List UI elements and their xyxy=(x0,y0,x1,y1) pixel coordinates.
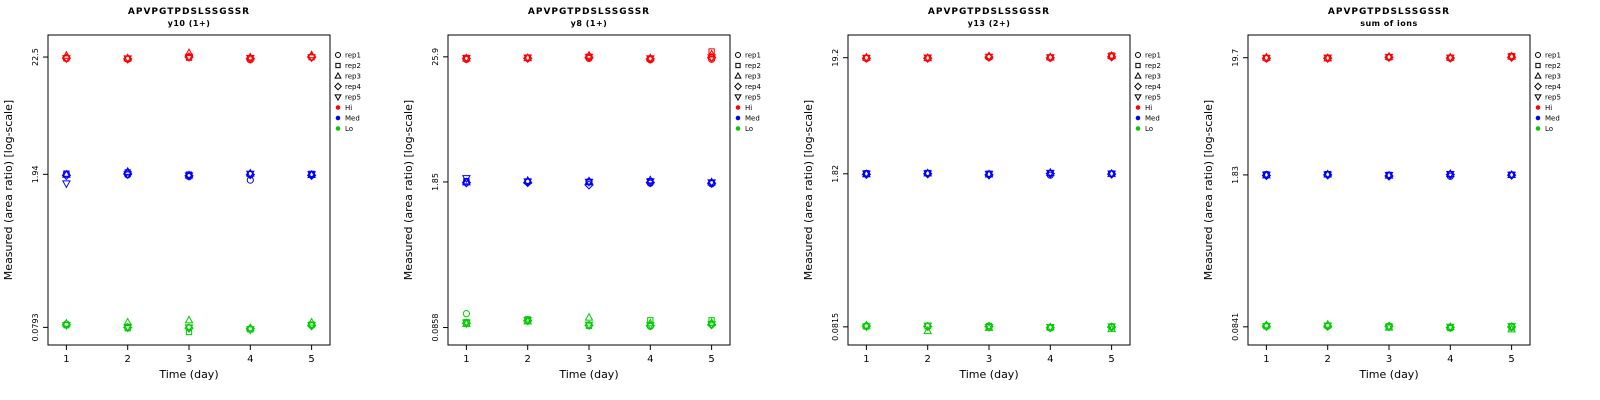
svg-text:5: 5 xyxy=(1108,354,1114,365)
svg-text:4: 4 xyxy=(1447,354,1453,365)
peptide-title: APVPGTPDSLSSGSSR xyxy=(527,7,651,17)
svg-text:19.7: 19.7 xyxy=(1231,49,1240,67)
svg-text:rep2: rep2 xyxy=(1145,62,1161,70)
svg-text:5: 5 xyxy=(708,354,714,365)
fragment-subtitle: y13 (2+) xyxy=(967,19,1011,28)
svg-text:2: 2 xyxy=(125,354,131,365)
fragment-subtitle: y10 (1+) xyxy=(167,19,211,28)
svg-text:5: 5 xyxy=(1508,354,1514,365)
panel-y8: APVPGTPDSLSSGSSR y8 (1+) 1 2 3 4 5 25.9 1.85 0.… xyxy=(400,0,800,400)
fragment-subtitle: y8 (1+) xyxy=(570,19,608,28)
svg-text:rep5: rep5 xyxy=(345,94,361,102)
svg-text:25.9: 25.9 xyxy=(431,48,440,66)
svg-text:3: 3 xyxy=(986,354,992,365)
peptide-title: APVPGTPDSLSSGSSR xyxy=(927,7,1051,17)
svg-text:Time (day): Time (day) xyxy=(558,368,618,381)
svg-text:rep4: rep4 xyxy=(1545,83,1561,91)
svg-text:Lo: Lo xyxy=(745,125,753,133)
svg-text:1.83: 1.83 xyxy=(1231,166,1240,184)
svg-text:Measured (area ratio) [log-sca: Measured (area ratio) [log-scale] xyxy=(802,100,815,280)
svg-text:0.0815: 0.0815 xyxy=(831,313,840,341)
panel-y10: APVPGTPDSLSSGSSR y10 (1+) 1 2 3 4 5 22.5 1.94 0… xyxy=(0,0,400,400)
svg-text:2: 2 xyxy=(1325,354,1331,365)
svg-text:Hi: Hi xyxy=(1545,104,1552,112)
svg-text:Time (day): Time (day) xyxy=(158,368,218,381)
svg-text:rep2: rep2 xyxy=(745,62,761,70)
panel-sum-of-ions: APVPGTPDSLSSGSSR sum of ions 1 2 3 4 5 19.7 1.… xyxy=(1200,0,1600,400)
svg-text:rep4: rep4 xyxy=(345,83,361,91)
svg-text:1: 1 xyxy=(463,354,469,365)
svg-text:Measured (area ratio) [log-sca: Measured (area ratio) [log-scale] xyxy=(1202,100,1215,280)
svg-text:3: 3 xyxy=(586,354,592,365)
svg-text:Hi: Hi xyxy=(345,104,352,112)
svg-text:4: 4 xyxy=(1047,354,1053,365)
svg-text:rep5: rep5 xyxy=(1545,94,1561,102)
svg-text:rep2: rep2 xyxy=(1545,62,1561,70)
svg-text:1.85: 1.85 xyxy=(431,173,440,191)
plot-area-y8: 1 2 3 4 5 25.9 1.85 0.0858 Time (day) Measured (a… xyxy=(402,34,761,381)
svg-text:2: 2 xyxy=(525,354,531,365)
svg-text:1: 1 xyxy=(1263,354,1269,365)
svg-text:Med: Med xyxy=(345,115,360,123)
svg-text:rep1: rep1 xyxy=(345,52,361,60)
svg-text:Lo: Lo xyxy=(1545,125,1553,133)
peptide-title: APVPGTPDSLSSGSSR xyxy=(127,7,251,17)
svg-text:Med: Med xyxy=(1145,115,1160,123)
svg-text:Time (day): Time (day) xyxy=(1358,368,1418,381)
svg-text:Measured (area ratio) [log-sca: Measured (area ratio) [log-scale] xyxy=(2,100,15,280)
svg-text:rep1: rep1 xyxy=(1145,52,1161,60)
panel-y13: APVPGTPDSLSSGSSR y13 (2+) 1 2 3 4 5 19.2 1.82 0… xyxy=(800,0,1200,400)
plot-area-y13: 1 2 3 4 5 19.2 1.82 0.0815 Time (day) Measured (a… xyxy=(802,34,1161,381)
svg-text:rep2: rep2 xyxy=(345,62,361,70)
svg-text:Lo: Lo xyxy=(345,125,353,133)
svg-text:rep1: rep1 xyxy=(1545,52,1561,60)
plot-area-y10: 1 2 3 4 5 22.5 1.94 0.0793 Time (day) Measured (a… xyxy=(2,34,361,381)
svg-text:4: 4 xyxy=(647,354,653,365)
svg-text:4: 4 xyxy=(247,354,253,365)
svg-text:3: 3 xyxy=(186,354,192,365)
svg-text:rep5: rep5 xyxy=(745,94,761,102)
svg-text:Med: Med xyxy=(1545,115,1560,123)
svg-text:Time (day): Time (day) xyxy=(958,368,1018,381)
svg-text:0.0858: 0.0858 xyxy=(431,314,440,342)
svg-text:1: 1 xyxy=(63,354,69,365)
svg-text:0.0793: 0.0793 xyxy=(31,313,40,341)
svg-text:Lo: Lo xyxy=(1145,125,1153,133)
svg-text:1: 1 xyxy=(863,354,869,365)
svg-text:19.2: 19.2 xyxy=(831,49,840,67)
svg-text:Measured (area ratio) [log-sca: Measured (area ratio) [log-scale] xyxy=(402,100,415,280)
svg-text:1.94: 1.94 xyxy=(31,165,40,183)
fragment-subtitle: sum of ions xyxy=(1360,19,1418,28)
svg-text:Med: Med xyxy=(745,115,760,123)
svg-text:1.82: 1.82 xyxy=(831,165,840,183)
svg-text:Hi: Hi xyxy=(745,104,752,112)
svg-text:0.0841: 0.0841 xyxy=(1231,313,1240,341)
svg-text:3: 3 xyxy=(1386,354,1392,365)
svg-text:Hi: Hi xyxy=(1145,104,1152,112)
svg-text:rep4: rep4 xyxy=(745,83,761,91)
svg-text:2: 2 xyxy=(925,354,931,365)
svg-text:rep3: rep3 xyxy=(1545,73,1561,81)
svg-text:rep3: rep3 xyxy=(1145,73,1161,81)
plot-area-sum: 1 2 3 4 5 19.7 1.83 0.0841 Time (day) Measured (a… xyxy=(1202,34,1561,381)
svg-text:rep1: rep1 xyxy=(745,52,761,60)
svg-text:rep4: rep4 xyxy=(1145,83,1161,91)
svg-text:22.5: 22.5 xyxy=(31,48,40,66)
svg-text:rep3: rep3 xyxy=(745,73,761,81)
peptide-title: APVPGTPDSLSSGSSR xyxy=(1327,7,1451,17)
svg-text:5: 5 xyxy=(308,354,314,365)
svg-text:rep5: rep5 xyxy=(1145,94,1161,102)
svg-text:rep3: rep3 xyxy=(345,73,361,81)
